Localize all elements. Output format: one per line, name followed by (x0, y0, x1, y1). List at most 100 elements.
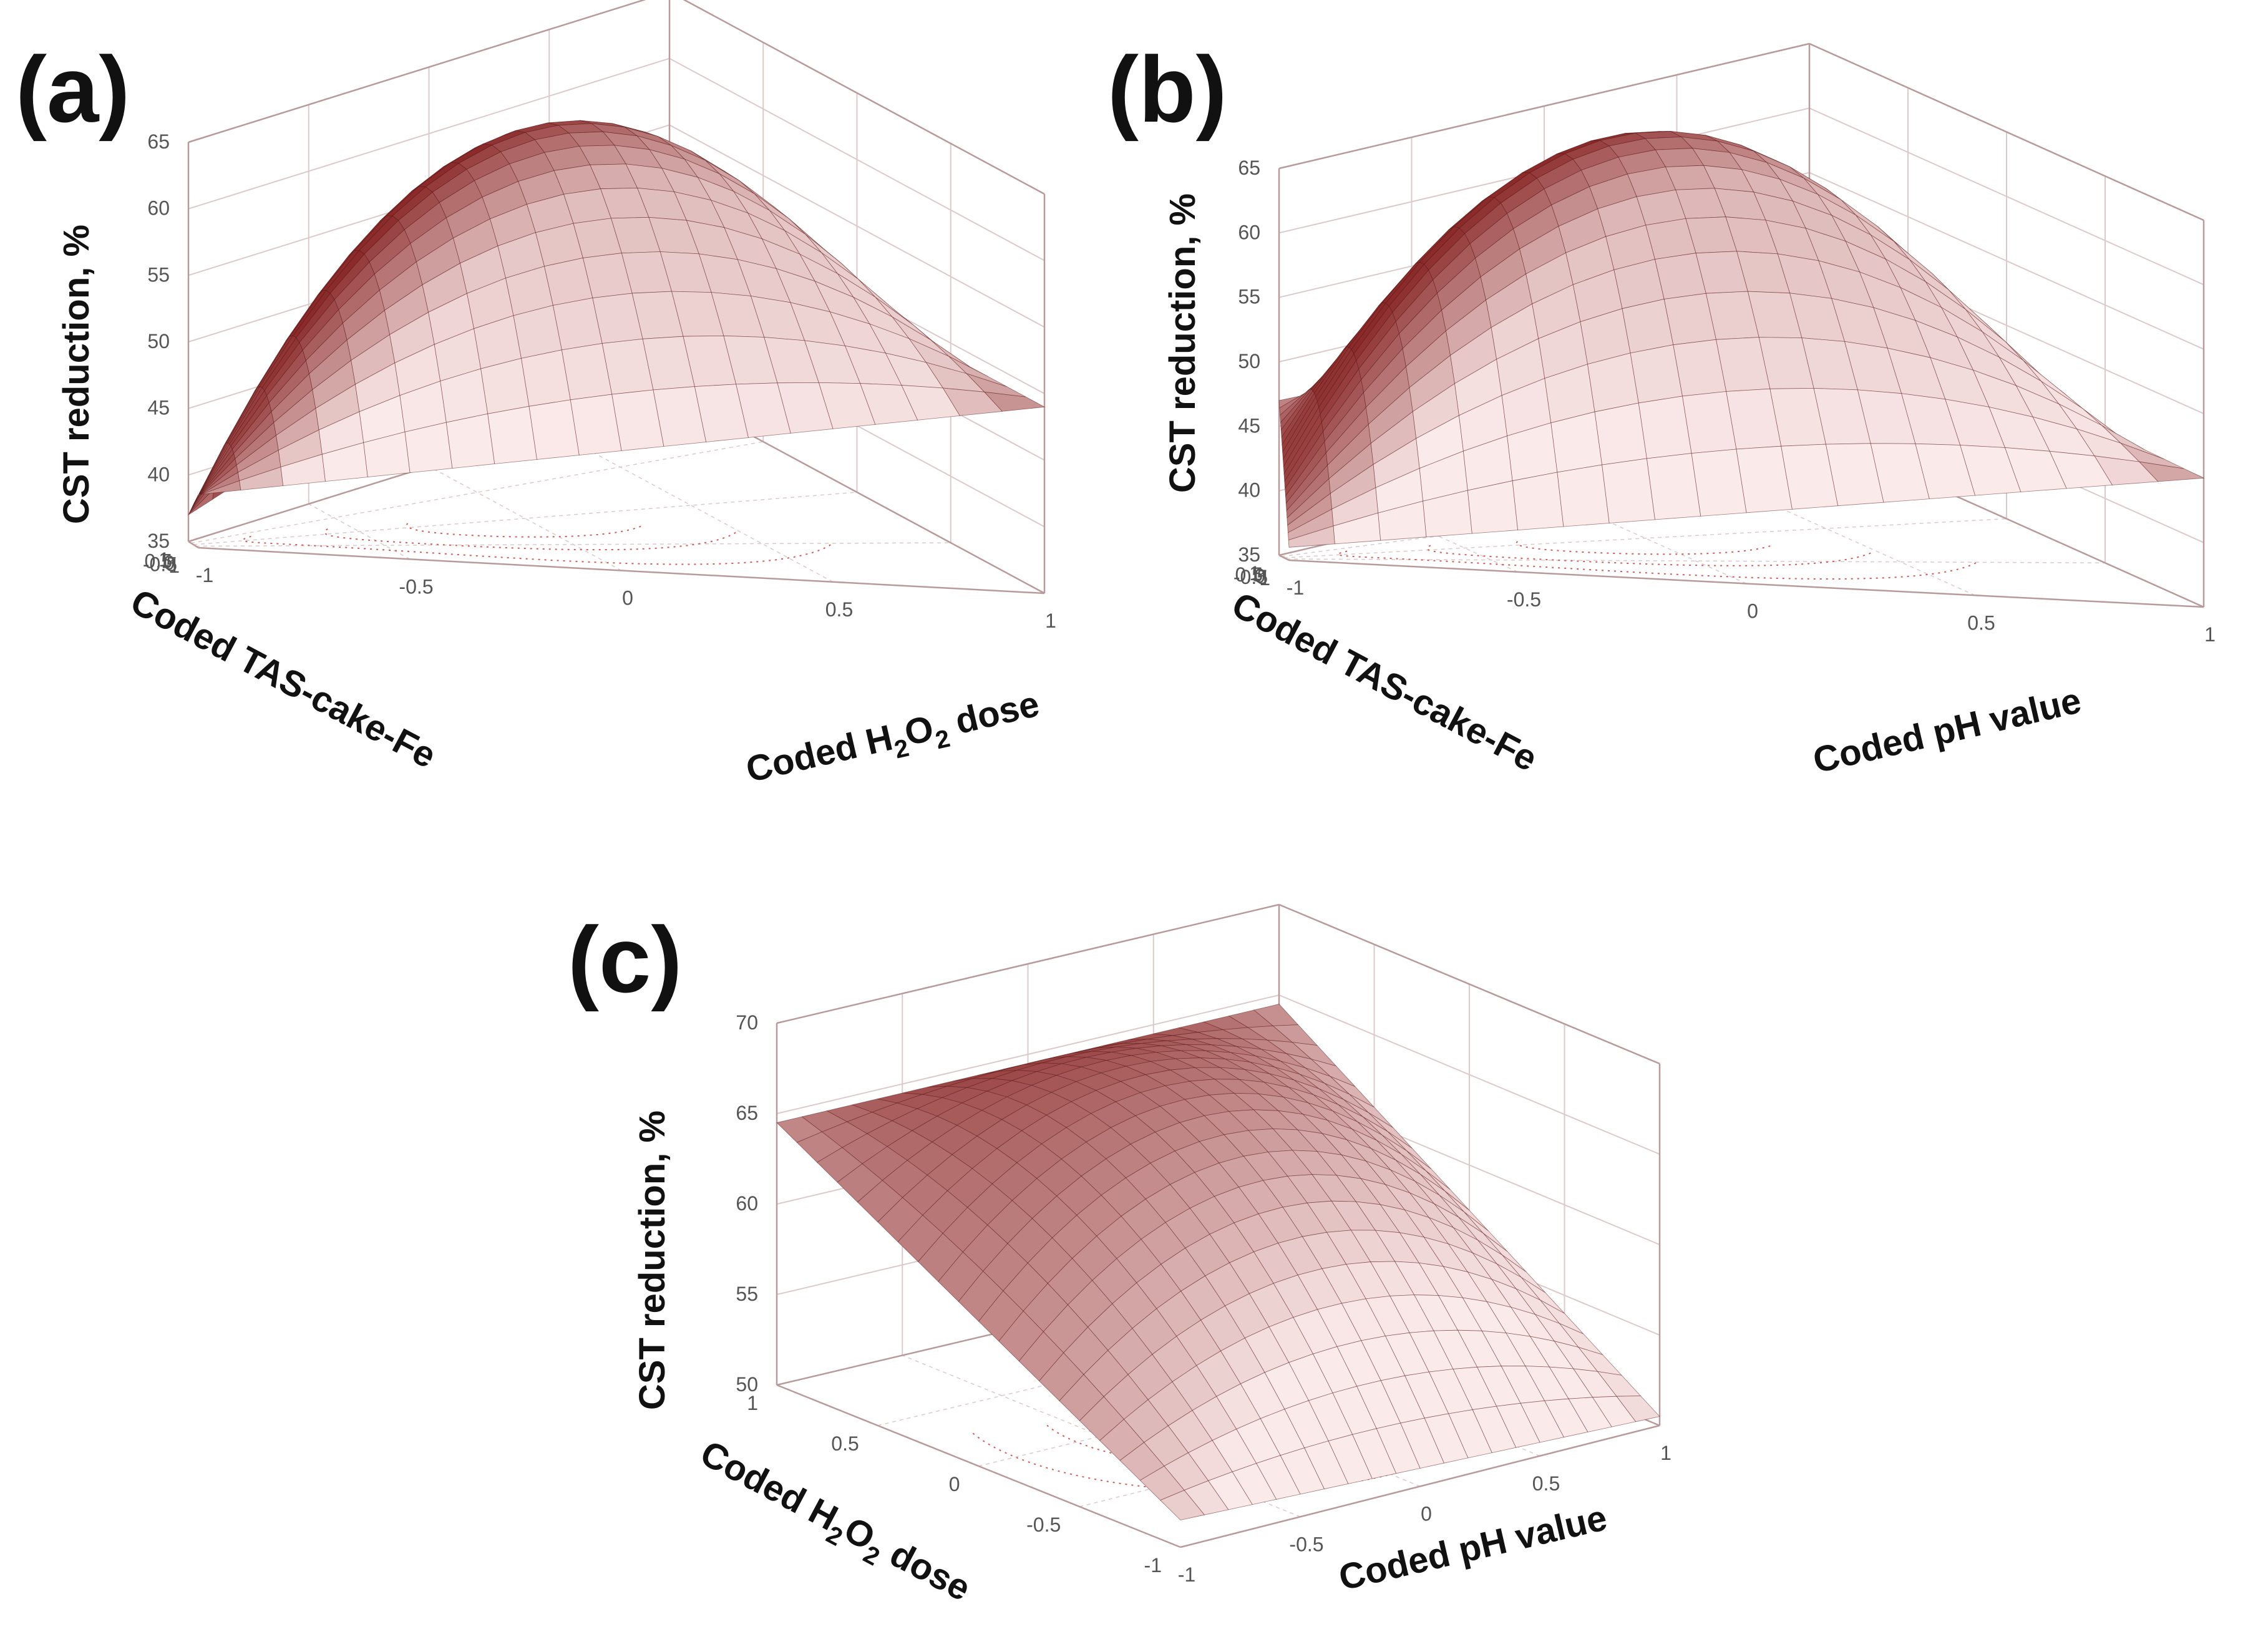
x-tick-label: 1 (1660, 1442, 1672, 1464)
y-tick-label: -0.5 (1234, 566, 1268, 588)
x-axis-title: Coded pH value (1809, 680, 2085, 781)
y-tick-label: 0 (163, 551, 175, 574)
axis-frame-edge (1278, 554, 1290, 561)
z-tick-label: 45 (1238, 414, 1260, 437)
floor-gridline (193, 492, 857, 545)
floor-contours (242, 523, 834, 565)
z-tick-label: 65 (147, 130, 170, 153)
response-surface (187, 120, 1046, 516)
response-surface (1278, 130, 2205, 548)
z-tick-label: 60 (736, 1192, 758, 1215)
axis-frame-edge (1278, 903, 1660, 1065)
x-tick-label: 0 (622, 587, 633, 610)
x-tick-label: -0.5 (399, 575, 433, 598)
z-tick-label: 55 (147, 263, 170, 286)
surface-patch (520, 349, 571, 407)
surface-patch (1638, 396, 1692, 459)
panel-label: (a) (16, 37, 130, 142)
z-tick-label: 60 (147, 197, 170, 220)
z-tick-label: 55 (1238, 286, 1260, 308)
x-tick-label: 1 (2204, 623, 2216, 646)
x-tick-label: -0.5 (1289, 1533, 1323, 1555)
x-tick-label: -1 (1178, 1563, 1195, 1586)
y-tick-label: 1 (158, 548, 170, 571)
z-tick-label: 35 (1238, 543, 1260, 566)
surface-patch (445, 413, 495, 469)
y-tick-label: -0.5 (143, 553, 177, 576)
x-axis-title: Coded pH value (1335, 1497, 1611, 1598)
axis-frame-edge (188, 0, 646, 143)
x-axis-title: Coded H2O2 dose (742, 683, 1045, 797)
surface-patch (1557, 464, 1610, 527)
axis-frame-edge (188, 540, 199, 549)
panel-label: (b) (1107, 37, 1227, 142)
z-tick-label: 50 (1238, 350, 1260, 372)
axis-frame-edge (1288, 559, 2204, 608)
axis-frame-edge (776, 903, 1280, 1024)
surface-patch (487, 406, 537, 464)
floor-contours (1337, 541, 1978, 580)
y-tick-label: 1 (1249, 562, 1260, 585)
x-tick-label: -0.5 (1507, 588, 1541, 611)
z-axis-title: CST reduction, % (1162, 193, 1203, 493)
z-axis-title: CST reduction, % (632, 1110, 673, 1410)
surface-patch (1288, 525, 1335, 548)
y-axis-title: Coded TAS-cake-Fe (1225, 584, 1544, 779)
surface-patch (480, 357, 530, 414)
z-tick-label: 35 (147, 530, 170, 552)
axis-frame-edge (1278, 42, 1810, 170)
z-tick-label: 55 (736, 1283, 758, 1305)
z-tick-label: 60 (1238, 221, 1260, 243)
z-tick-label: 65 (1238, 157, 1260, 179)
axis-frame-edge (1180, 1424, 1660, 1548)
floor-gridline (1283, 518, 2007, 558)
tick-labels: 50 55 60 65 70 1 0.5 0 -0.5 -1 -1 -0.5 0 0.5 1 (736, 1011, 1671, 1586)
contour-line (242, 535, 834, 565)
y-axis-title: Coded TAS-cake-Fe (124, 581, 442, 776)
y-axis-title: Coded H2O2 dose (691, 1433, 978, 1616)
contour-line (1426, 545, 1873, 566)
y-tick-label: 0.5 (145, 550, 172, 573)
z-tick-label: 65 (736, 1102, 758, 1124)
contour-line (324, 528, 736, 551)
surface-patch (1159, 1490, 1205, 1520)
surface-patch (1467, 480, 1518, 534)
floor-gridline (429, 465, 622, 571)
surface-patch (1594, 402, 1647, 465)
floor-gridline (548, 428, 834, 583)
surface-patch (1622, 299, 1674, 354)
z-tick-label: 50 (147, 330, 170, 352)
z-tick-label: 70 (736, 1011, 758, 1034)
z-tick-label: 50 (736, 1373, 758, 1396)
x-tick-label: 0 (1421, 1503, 1432, 1525)
y-tick-label: 0.5 (1235, 563, 1263, 586)
y-tick-label: 1 (747, 1392, 758, 1414)
surface-patch (1646, 453, 1701, 520)
x-tick-label: 0.5 (825, 598, 853, 621)
surface-patch (528, 399, 580, 460)
panel-label: (c) (568, 907, 682, 1012)
axis-frame-edge (1809, 42, 2204, 221)
y-tick-label: 0.5 (831, 1432, 859, 1455)
y-tick-label: 0 (949, 1473, 960, 1495)
x-tick-label: 0 (1747, 600, 1758, 623)
y-tick-label: -1 (1253, 567, 1270, 590)
surface-patch (1512, 472, 1564, 531)
contour-line (406, 523, 645, 538)
floor-gridline (1286, 558, 2106, 563)
x-tick-label: -1 (196, 564, 213, 586)
axis-frame-edge (198, 547, 1045, 595)
surface-patch (197, 480, 241, 497)
y-tick-label: -1 (162, 555, 180, 577)
response-surface (776, 1004, 1660, 1520)
z-tick-label: 40 (147, 463, 170, 485)
contour-line (1516, 541, 1774, 555)
surface-patch (1630, 344, 1683, 404)
z-axis-title: CST reduction, % (56, 225, 97, 524)
x-tick-label: 1 (1045, 610, 1056, 632)
